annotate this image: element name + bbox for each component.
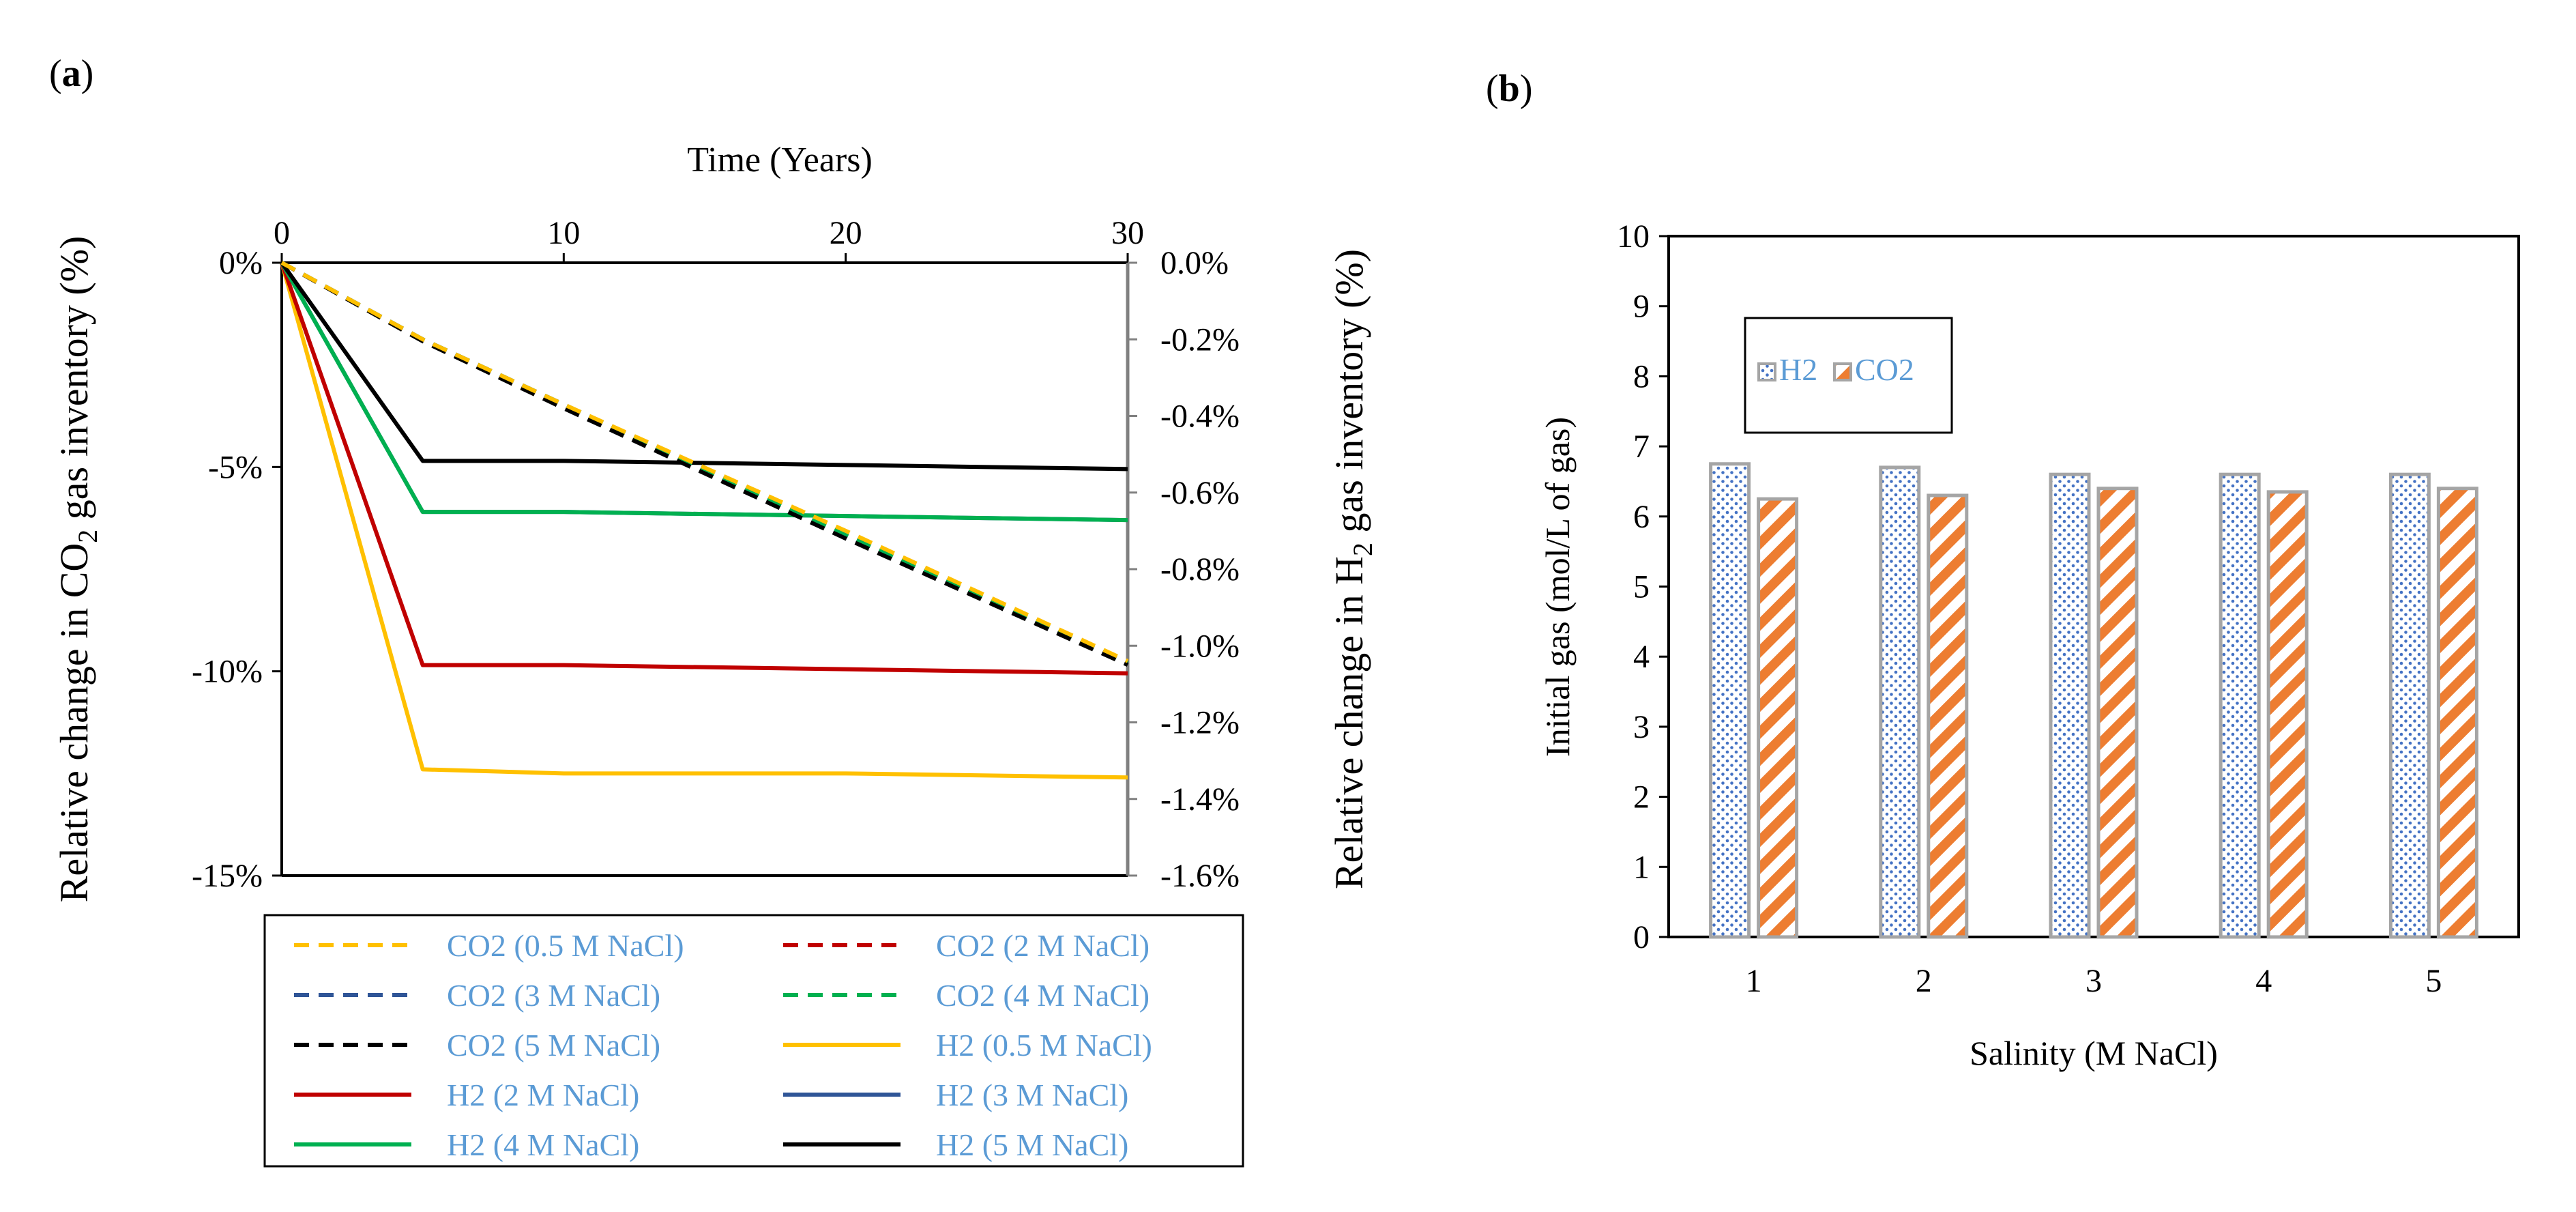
panel-a-left-y-tick-label: -5% [208,449,263,485]
panel-b-bar-h2-3 [2049,472,2091,939]
panel-b-bars [1709,462,2478,939]
panel-a-legend-label: H2 (4 M NaCl) [447,1127,639,1162]
panel-b-legend-swatch [1833,362,1852,381]
panel-a-chart: 0 10 20 30 0% -5% -10% -15% 0.0% -0.2% -0.4% -0.6… [52,141,1378,1168]
panel-b-x-tick-label: 1 [1746,963,1762,999]
panel-b-bar-co2-1 [1757,497,1799,939]
panel-a-legend-box [263,914,1244,1168]
panel-a-right-y-axis-title: Relative change in H2 gas inventory (%) [1327,249,1378,889]
panel-b-x-tick-label: 2 [1916,963,1932,999]
panel-a-right-y-ticks: 0.0% -0.2% -0.4% -0.6% -0.8% -1.0% -1.2% -1.4% -… [1128,245,1240,894]
panel-b-y-tick-label: 3 [1633,709,1650,745]
panel-b-x-tick-label: 5 [2425,963,2442,999]
panel-b-y-tick-label: 7 [1633,429,1650,465]
panel-a-left-y-tick-label: 0% [219,245,263,281]
panel-a-series-h2-5-m-nacl [280,261,1128,472]
panel-b-x-ticks: 1 2 3 4 5 [1746,963,2442,999]
panel-a-legend-label: CO2 (5 M NaCl) [447,1028,660,1063]
panel-b-y-tick-label: 2 [1633,779,1650,816]
panel-a-x-tick-label: 20 [830,215,862,251]
panel-b-x-tick-label: 4 [2255,963,2272,999]
panel-a-x-ticks: 0 10 20 30 [274,215,1144,263]
panel-b-bar-co2-2 [1927,493,1969,939]
panel-a-left-y-ticks: 0% -5% -10% -15% [192,245,282,894]
panel-b-bar-h2-2 [1879,465,1921,939]
panel-b-bar-co2-3 [2096,487,2139,939]
panel-a-x-tick-label: 10 [547,215,580,251]
panel-a-series-lines [280,261,1129,780]
panel-a-legend-label: CO2 (4 M NaCl) [936,978,1150,1013]
panel-a-legend-label: CO2 (3 M NaCl) [447,978,660,1013]
panel-a-right-y-tick-label: -1.6% [1160,858,1240,894]
panel-b-bar-h2-1 [1709,462,1751,939]
panel-b-bar-h2-4 [2219,472,2261,939]
panel-b-y-tick-label: 4 [1633,639,1650,675]
panel-a-legend: CO2 (0.5 M NaCl) CO2 (2 M NaCl) CO2 (3 M N… [294,928,1152,1162]
panel-a-label: (a) [49,53,93,95]
panel-b-y-tick-label: 8 [1633,358,1650,394]
panel-a-x-axis-title: Time (Years) [687,141,873,179]
panel-a-left-y-axis-title: Relative change in CO2 gas inventory (%) [52,236,103,903]
panel-a-right-y-tick-label: -0.6% [1160,475,1240,511]
panel-b-label: (b) [1486,68,1532,110]
panel-a-series-h2-3-m-nacl [280,261,1128,523]
panel-a-right-y-tick-label: -0.8% [1160,551,1240,588]
panel-a-right-y-tick-label: 0.0% [1160,245,1229,281]
panel-b-y-ticks: 0 1 2 3 4 5 6 7 8 9 10 [1617,218,1669,955]
panel-a-x-tick-label: 0 [274,215,290,251]
panel-b-y-tick-label: 5 [1633,569,1650,605]
panel-a-series-co2-0-5-m-nacl [280,261,1129,663]
panel-a-right-y-tick-label: -0.2% [1160,321,1240,358]
panel-b-bar-co2-4 [2266,490,2309,939]
panel-a-legend-label: H2 (3 M NaCl) [936,1078,1128,1112]
panel-b-legend-label: H2 [1779,352,1817,387]
panel-a-legend-label: CO2 (2 M NaCl) [936,928,1150,963]
panel-a-right-y-tick-label: -0.4% [1160,399,1240,435]
panel-b-legend: H2 CO2 [1757,352,1914,387]
panel-a-legend-label: H2 (5 M NaCl) [936,1127,1128,1162]
panel-b-legend-swatch [1757,362,1776,381]
panel-b-x-axis-title: Salinity (M NaCl) [1970,1034,2218,1072]
panel-a-legend-label: CO2 (0.5 M NaCl) [447,928,684,963]
panel-a-legend-label: H2 (2 M NaCl) [447,1078,639,1112]
panel-b-y-tick-label: 9 [1633,289,1650,325]
panel-b-y-tick-label: 1 [1633,849,1650,885]
panel-b-chart: 0 1 2 3 4 5 6 7 8 9 10 1 2 3 4 5 Salinity (M NaCl) Ini… [1538,218,2520,1072]
panel-a-series-h2-4-m-nacl [280,261,1128,523]
panel-a-left-y-tick-label: -15% [192,858,263,894]
panel-b-y-axis-title: Initial gas (mol/L of gas) [1538,417,1577,757]
panel-a-x-tick-label: 30 [1111,215,1144,251]
panel-a-legend-label: H2 (0.5 M NaCl) [936,1028,1152,1063]
panel-b-bar-co2-5 [2436,487,2478,939]
panel-a-series-h2-0-5-m-nacl [280,262,1128,780]
panel-a-right-y-tick-label: -1.0% [1160,628,1240,664]
panel-b-y-tick-label: 10 [1617,218,1650,255]
panel-b-y-tick-label: 0 [1633,919,1650,955]
panel-a-series-h2-2-m-nacl [280,262,1128,676]
panel-b-y-tick-label: 6 [1633,499,1650,535]
panel-a-left-y-tick-label: -10% [192,654,263,690]
panel-a-right-y-tick-label: -1.4% [1160,781,1240,818]
panel-a-right-y-tick-label: -1.2% [1160,705,1240,741]
panel-b-bar-h2-5 [2388,472,2431,939]
panel-b-legend-label: CO2 [1855,352,1914,387]
panel-b-x-tick-label: 3 [2085,963,2102,999]
